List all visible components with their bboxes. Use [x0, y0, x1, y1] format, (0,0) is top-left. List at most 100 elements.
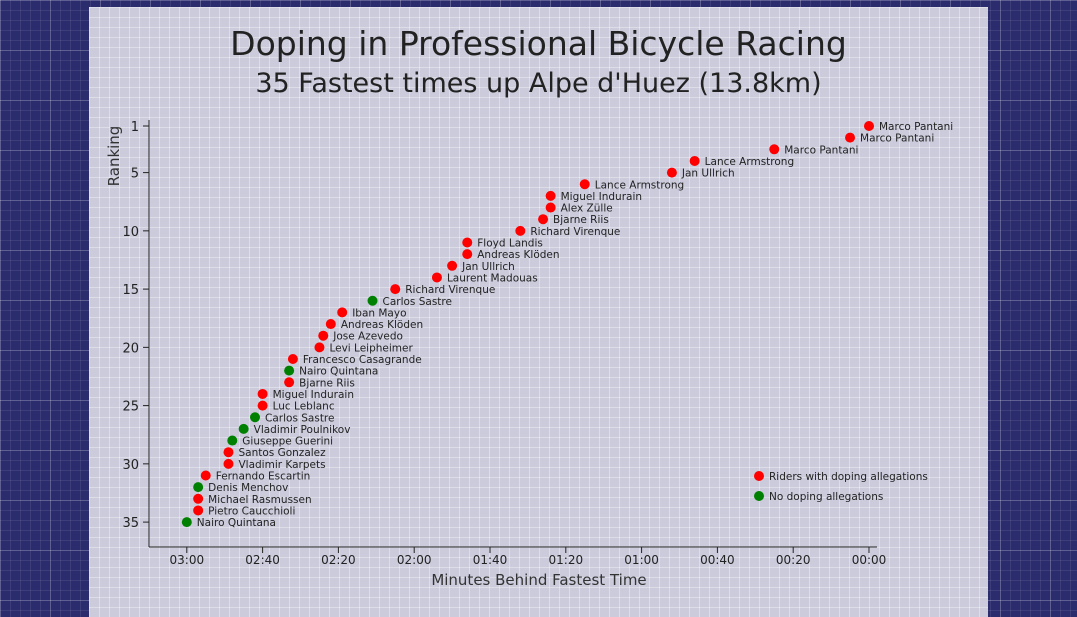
x-tick-label: 01:20	[549, 553, 584, 567]
point-label: Richard Virenque	[405, 284, 495, 296]
data-point	[545, 202, 556, 213]
chart-title: Doping in Professional Bicycle Racing	[230, 24, 847, 63]
x-tick-label: 00:20	[776, 553, 811, 567]
point-label: Jan Ullrich	[461, 261, 515, 273]
y-tick-label: 5	[131, 167, 139, 182]
point-label: Denis Menchov	[208, 482, 288, 494]
point-label: Jose Azevedo	[332, 331, 403, 343]
data-point	[337, 307, 348, 318]
data-point	[431, 272, 442, 283]
point-label: Iban Mayo	[352, 307, 406, 319]
point-label: Andreas Klöden	[477, 249, 559, 261]
data-point	[314, 342, 325, 353]
point-label: Nairo Quintana	[299, 366, 378, 378]
data-point	[367, 295, 378, 306]
data-point	[200, 470, 211, 481]
legend-label: Riders with doping allegations	[769, 471, 928, 483]
data-point	[325, 319, 336, 330]
point-label: Bjarne Riis	[299, 377, 355, 389]
data-point	[462, 237, 473, 248]
legend-label: No doping allegations	[769, 491, 883, 503]
point-label: Giuseppe Guerini	[242, 436, 333, 448]
legend-swatch	[754, 491, 764, 501]
point-label: Floyd Landis	[477, 238, 543, 250]
data-point	[287, 354, 298, 364]
data-point	[845, 132, 856, 143]
x-tick-label: 02:00	[397, 553, 432, 567]
point-label: Santos Gonzalez	[238, 447, 326, 459]
point-label: Pietro Caucchioli	[208, 505, 295, 517]
y-tick-label: 30	[122, 458, 139, 473]
y-tick-label: 20	[122, 341, 139, 356]
x-tick-label: 03:00	[170, 553, 205, 567]
data-point	[447, 260, 458, 271]
y-axis-title: Ranking	[105, 126, 123, 187]
x-tick-label: 00:40	[700, 553, 735, 567]
data-point	[318, 330, 329, 341]
x-tick-label: 01:00	[624, 553, 659, 567]
point-label: Levi Leipheimer	[329, 342, 413, 354]
data-point	[223, 447, 234, 458]
data-point	[689, 155, 700, 166]
data-point	[193, 482, 204, 493]
data-point	[515, 225, 526, 236]
point-label: Michael Rasmussen	[208, 494, 311, 506]
x-tick-label: 02:40	[245, 553, 280, 567]
data-point	[227, 435, 238, 446]
chart-subtitle: 35 Fastest times up Alpe d'Huez (13.8km)	[255, 68, 822, 99]
data-point	[257, 400, 268, 411]
data-point	[193, 493, 204, 504]
y-tick-label: 35	[122, 516, 139, 531]
point-label: Andreas Klöden	[341, 319, 423, 331]
data-point	[223, 458, 234, 469]
point-label: Laurent Madouas	[447, 272, 538, 284]
x-axis-title: Minutes Behind Fastest Time	[431, 571, 646, 589]
legend-swatch	[754, 471, 764, 481]
data-point	[864, 121, 874, 131]
point-label: Jan Ullrich	[681, 168, 735, 180]
y-tick-label: 1	[131, 120, 139, 135]
data-point	[250, 412, 261, 423]
point-label: Alex Zülle	[561, 203, 613, 215]
data-point	[284, 365, 295, 376]
data-point	[769, 144, 780, 155]
point-label: Lance Armstrong	[705, 156, 794, 168]
chart-card	[89, 7, 988, 617]
data-point	[579, 179, 590, 190]
point-label: Fernando Escartin	[216, 471, 311, 483]
data-point	[462, 249, 473, 260]
point-label: Carlos Sastre	[265, 412, 334, 424]
legend: Riders with doping allegations No doping …	[754, 471, 928, 503]
data-point	[238, 423, 249, 434]
point-label: Lance Armstrong	[595, 179, 684, 191]
data-point	[284, 377, 295, 388]
point-label: Marco Pantani	[860, 133, 934, 145]
point-label: Carlos Sastre	[383, 296, 452, 308]
x-tick-label: 00:00	[852, 553, 887, 567]
point-label: Miguel Indurain	[561, 191, 642, 203]
point-label: Marco Pantani	[784, 144, 858, 156]
data-point	[545, 190, 556, 201]
data-point	[181, 517, 192, 528]
point-label: Richard Virenque	[530, 226, 620, 238]
data-point	[193, 505, 204, 516]
y-tick-label: 25	[122, 400, 139, 415]
data-point	[666, 167, 677, 178]
point-label: Bjarne Riis	[553, 214, 609, 226]
point-label: Miguel Indurain	[273, 389, 354, 401]
point-label: Vladimir Poulnikov	[254, 424, 351, 436]
data-point	[390, 284, 401, 295]
point-label: Marco Pantani	[879, 121, 953, 133]
point-label: Francesco Casagrande	[303, 354, 422, 366]
x-tick-label: 01:40	[473, 553, 508, 567]
point-label: Nairo Quintana	[197, 517, 276, 529]
data-point	[257, 388, 268, 399]
x-tick-label: 02:20	[321, 553, 356, 567]
y-tick-label: 15	[122, 283, 139, 298]
data-point	[538, 214, 549, 225]
y-tick-label: 10	[122, 225, 139, 240]
point-label: Luc Leblanc	[273, 401, 335, 413]
axes: 03:00 02:40 02:20 02:00 01:40 01:20 01:00 00:40…	[122, 120, 886, 567]
